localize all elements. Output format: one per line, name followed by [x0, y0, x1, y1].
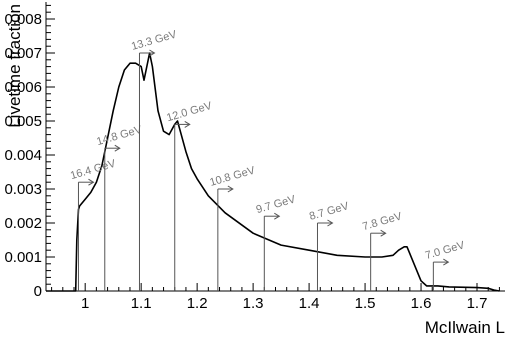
cutoff-arrow-head [380, 229, 387, 237]
cutoff-arrow-head [149, 49, 156, 57]
x-tick-label: 1.4 [299, 295, 320, 312]
y-tick-label: 0.004 [4, 147, 42, 164]
x-tick-label: 1.6 [411, 295, 432, 312]
x-tick-label: 1.7 [467, 295, 488, 312]
y-axis-title: Livetime fraction [5, 4, 24, 128]
y-tick-label: 0.006 [4, 79, 42, 96]
x-tick-label: 1.2 [187, 295, 208, 312]
x-axis-title: McIlwain L [425, 318, 505, 337]
cutoff-arrow-head [327, 219, 334, 227]
cutoff-arrow-head [88, 178, 95, 186]
y-axis-ticks: 0 0.001 0.002 0.003 0.004 0.005 0.006 0.007 0.00… [4, 4, 55, 300]
series-layer [46, 52, 500, 292]
cutoff-arrow-head [227, 185, 234, 193]
y-tick-label: 0.007 [4, 45, 42, 62]
x-tick-label: 1 [81, 295, 89, 312]
cutoff-arrow-head [184, 120, 191, 128]
x-tick-label: 1.1 [131, 295, 152, 312]
cutoff-arrow-head [274, 212, 281, 220]
y-tick-label: 0.008 [4, 11, 42, 28]
cutoff-arrow-head [114, 144, 121, 152]
y-tick-label: 0.005 [4, 113, 42, 130]
x-tick-label: 1.5 [355, 295, 376, 312]
cutoff-arrow-head [443, 258, 450, 266]
y-tick-label: 0.003 [4, 181, 42, 198]
livetime-series-line [46, 52, 500, 292]
x-tick-label: 1.3 [243, 295, 264, 312]
y-tick-label: 0.002 [4, 215, 42, 232]
y-tick-label: 0.001 [4, 249, 42, 266]
y-tick-label: 0 [34, 283, 42, 300]
